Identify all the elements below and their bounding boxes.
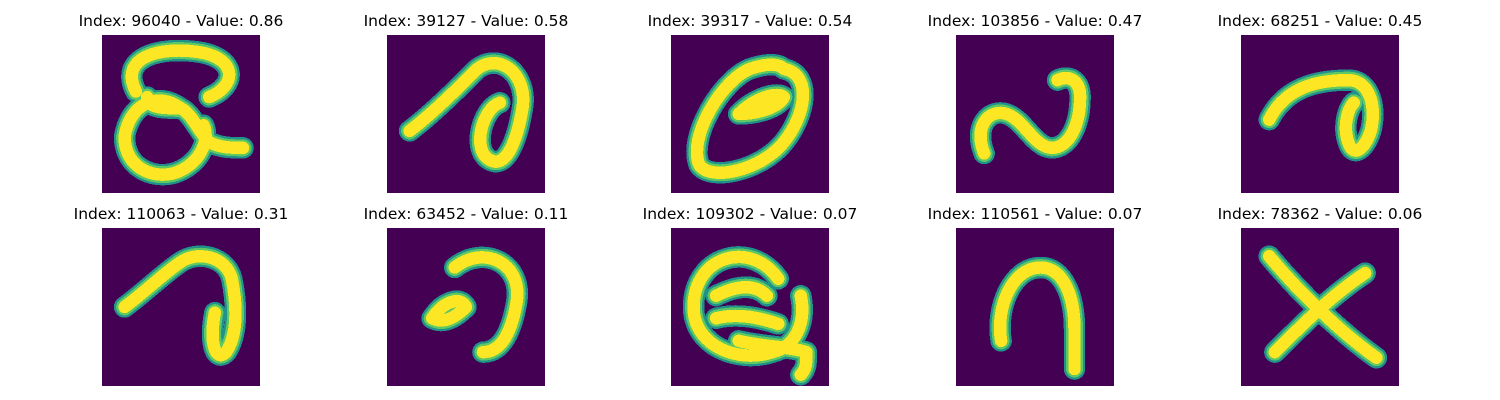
glyph-stroke	[709, 281, 774, 302]
handwritten-glyph-image	[387, 35, 545, 193]
glyph-stroke	[425, 294, 473, 327]
handwritten-glyph-image	[102, 228, 260, 386]
glyph-stroke	[974, 71, 1087, 160]
glyph-stroke	[709, 309, 785, 331]
handwritten-glyph-image	[956, 228, 1114, 386]
handwritten-glyph-image	[671, 228, 829, 386]
glyph-stroke	[993, 261, 1081, 376]
panel-title: Index: 39317 - Value: 0.54	[647, 12, 853, 30]
glyph-stroke	[403, 57, 530, 168]
glyph-stroke	[448, 251, 524, 359]
glyph-stroke	[118, 94, 212, 181]
image-background	[956, 228, 1114, 386]
handwritten-glyph-image	[102, 35, 260, 193]
panel-title: Index: 103856 - Value: 0.47	[927, 12, 1143, 30]
glyph-stroke	[690, 58, 810, 179]
panel-title: Index: 63452 - Value: 0.11	[363, 205, 569, 223]
glyph-stroke	[1263, 73, 1380, 157]
handwritten-glyph-image	[956, 35, 1114, 193]
panel-title: Index: 78362 - Value: 0.06	[1217, 205, 1423, 223]
glyph-stroke	[687, 250, 809, 362]
panel-title: Index: 39127 - Value: 0.58	[363, 12, 569, 30]
glyph-stroke	[732, 334, 813, 381]
glyph-stroke	[1268, 266, 1372, 359]
handwritten-glyph-image	[1241, 228, 1399, 386]
glyph-stroke	[140, 90, 250, 155]
handwritten-glyph-image	[1241, 35, 1399, 193]
panel-title: Index: 96040 - Value: 0.86	[78, 12, 284, 30]
glyph-stroke	[732, 88, 791, 121]
panel-title: Index: 68251 - Value: 0.45	[1217, 12, 1423, 30]
panel-title: Index: 110561 - Value: 0.07	[927, 205, 1143, 223]
handwritten-glyph-image	[671, 35, 829, 193]
panel-title: Index: 109302 - Value: 0.07	[642, 205, 858, 223]
handwritten-glyph-image	[387, 228, 545, 386]
glyph-stroke	[125, 44, 236, 104]
glyph-stroke	[118, 250, 242, 362]
panel-title: Index: 110063 - Value: 0.31	[73, 205, 289, 223]
